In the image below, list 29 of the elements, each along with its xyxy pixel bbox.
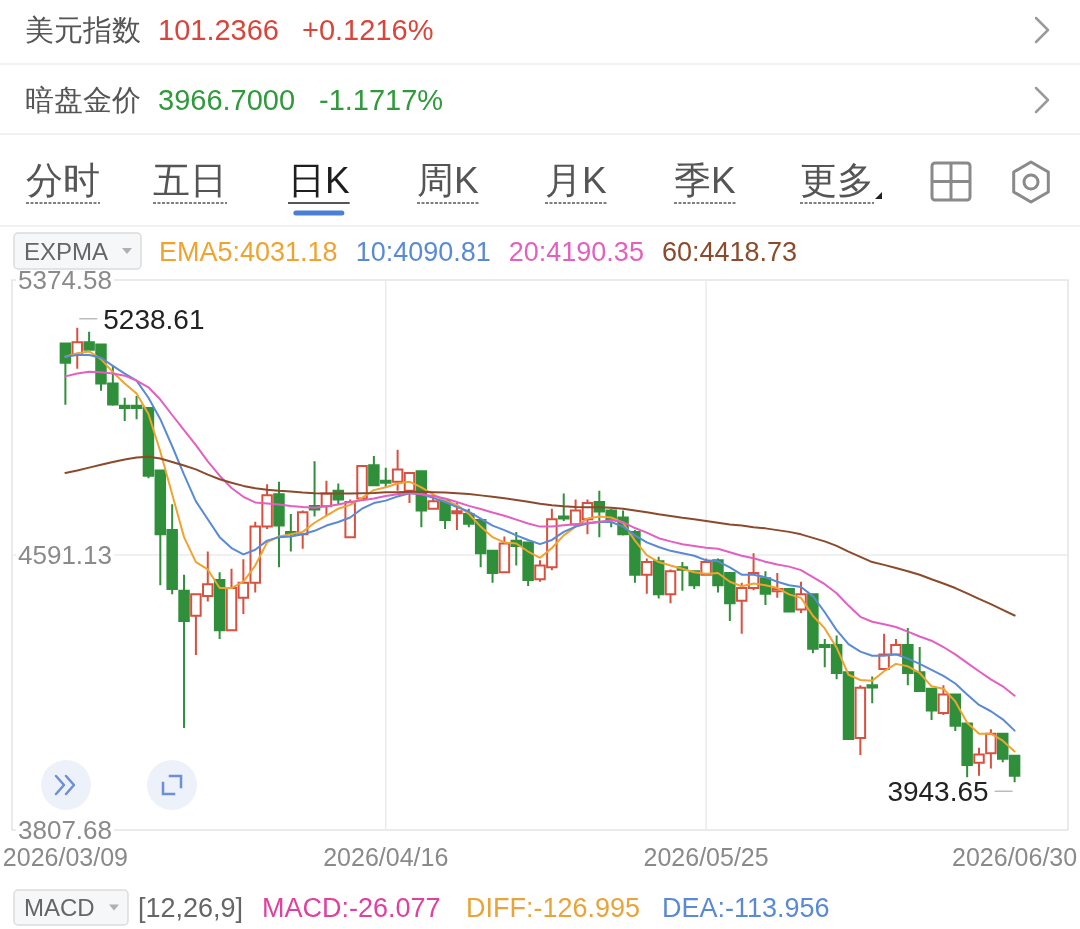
text: [12,26,9] <box>138 893 244 923</box>
legend: EMA5:4031.18 10:4090.81 20:4190.35 60:4418.73 <box>159 237 798 267</box>
tab: 分时 <box>25 160 101 204</box>
text: 3966.7000 <box>158 84 296 116</box>
text: DEA:-113.956 <box>662 893 830 923</box>
x-tick-label: 2026/05/25 <box>643 843 769 871</box>
text: 暗盘金价 <box>25 84 141 116</box>
x-tick-label: 2026/04/16 <box>323 843 449 871</box>
tab: 周K <box>416 160 480 204</box>
text: +0.1216% <box>302 14 434 46</box>
tab-selected: 日K <box>287 160 351 216</box>
text: 美元指数 <box>25 14 141 46</box>
x-tick-label: 2026/03/09 <box>2 843 128 871</box>
y-tick-label: 4591.13 <box>18 540 112 570</box>
y-tick-label: 3807.68 <box>18 815 112 845</box>
x-tick-label: 2026/06/30 <box>952 843 1078 871</box>
tab: 季K <box>673 160 737 204</box>
text: DIFF:-126.995 <box>466 893 641 923</box>
annotation: 5238.61 <box>103 303 205 335</box>
tab: 五日 <box>152 160 228 204</box>
text: -1.1717% <box>319 84 444 116</box>
text: MACD <box>24 894 95 921</box>
text: MACD:-26.077 <box>262 893 441 923</box>
tab: 更多 <box>799 160 875 204</box>
tab: 月K <box>544 160 608 204</box>
annotation: 3943.65 <box>887 776 989 808</box>
y-tick-label: 5374.58 <box>18 265 112 295</box>
text: EXPMA <box>24 238 109 265</box>
text: 101.2366 <box>158 14 279 46</box>
